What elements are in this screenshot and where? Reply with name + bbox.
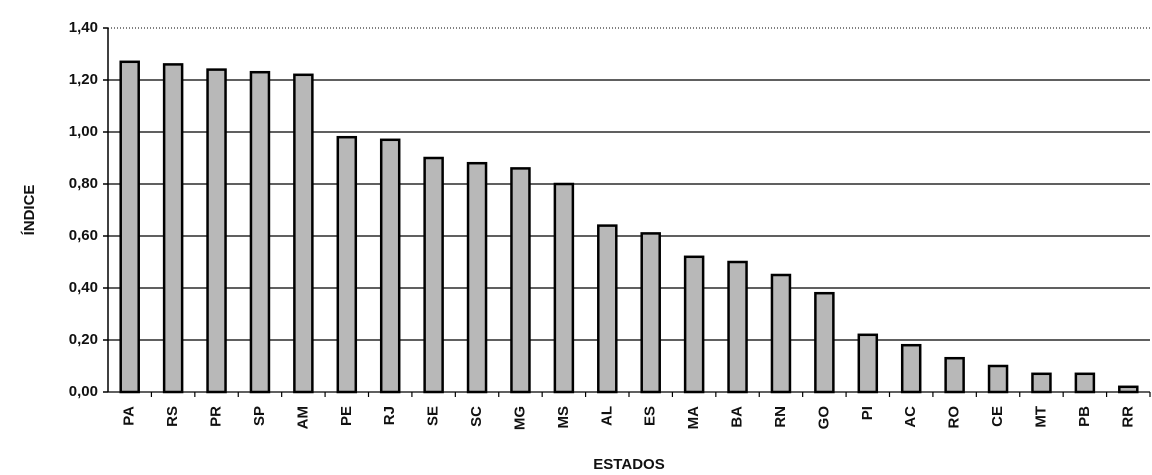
x-tick-label: RS	[164, 406, 181, 427]
y-tick-label: 1,40	[69, 19, 98, 36]
y-tick-label: 0,00	[69, 383, 98, 400]
y-tick-label: 0,60	[69, 227, 98, 244]
x-tick-label: PI	[859, 406, 876, 420]
x-tick-label: MS	[555, 406, 572, 429]
x-tick-label: SC	[468, 406, 485, 427]
bar	[640, 232, 661, 394]
bar	[510, 167, 531, 394]
x-tick-label: RR	[1119, 406, 1136, 428]
bar	[466, 161, 488, 394]
y-tick-label: 0,80	[69, 175, 98, 192]
bar	[814, 291, 835, 394]
bar	[553, 182, 575, 394]
bar	[1118, 385, 1139, 394]
x-tick-label: AL	[598, 406, 615, 426]
x-tick-label: RN	[772, 406, 789, 428]
x-tick-label: ES	[642, 406, 659, 426]
x-tick-label: AM	[294, 406, 311, 429]
bar	[770, 273, 792, 394]
bar	[944, 356, 965, 394]
x-tick-label: MA	[685, 406, 702, 429]
x-tick-label: RO	[946, 406, 963, 429]
y-tick-label: 1,20	[69, 71, 98, 88]
x-tick-label: GO	[815, 406, 832, 430]
x-tick-label: CE	[989, 406, 1006, 427]
bar	[1074, 372, 1096, 394]
y-tick-label: 0,20	[69, 331, 98, 348]
x-tick-label: PR	[208, 406, 225, 427]
bar	[1031, 372, 1052, 394]
x-tick-label: PB	[1076, 406, 1093, 427]
bar	[293, 73, 314, 394]
bar	[119, 60, 140, 394]
bar	[683, 255, 705, 394]
bar	[206, 68, 227, 394]
x-tick-label: AC	[902, 406, 919, 428]
x-tick-label: BA	[729, 406, 746, 428]
x-tick-label: RJ	[381, 406, 398, 425]
x-tick-label: SE	[425, 406, 442, 426]
bar	[597, 224, 618, 394]
bar	[249, 70, 271, 394]
bar	[727, 260, 748, 394]
bar	[900, 343, 922, 394]
y-tick-label: 1,00	[69, 123, 98, 140]
x-tick-label: MT	[1032, 406, 1049, 428]
bar	[423, 156, 444, 394]
x-axis-title: ESTADOS	[593, 456, 664, 473]
bar	[336, 135, 358, 394]
bar	[162, 63, 184, 394]
x-tick-label: PE	[338, 406, 355, 426]
bar	[987, 364, 1009, 394]
y-tick-label: 0,40	[69, 279, 98, 296]
x-tick-label: MG	[511, 406, 528, 430]
x-tick-label: SP	[251, 406, 268, 426]
bar	[379, 138, 401, 394]
y-axis-title: ÍNDICE	[21, 185, 38, 236]
x-tick-label: PA	[121, 406, 138, 426]
bar	[857, 333, 879, 394]
